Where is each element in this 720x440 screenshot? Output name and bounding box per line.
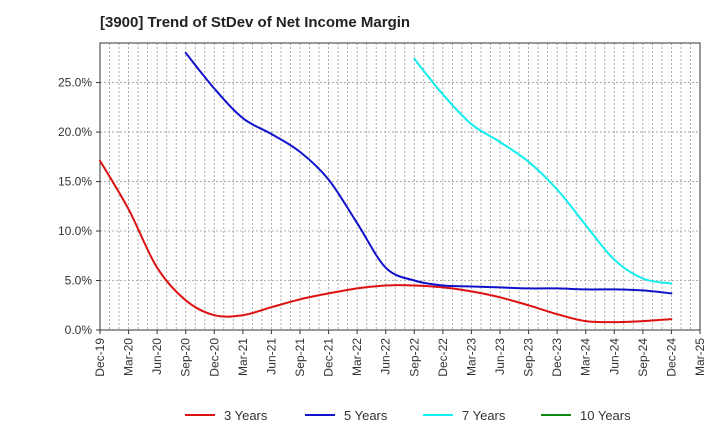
series-group [99,51,673,324]
x-tick-label: Jun-20 [150,338,164,375]
x-tick-label: Mar-24 [579,338,593,376]
series-line-5-years [184,51,673,295]
y-tick-label: 25.0% [58,76,92,90]
x-axis: Dec-19 Mar-20 Jun-20 Sep-20 Dec-20 Mar-21 Jun-… [93,330,707,377]
plot-area [99,42,701,331]
legend-label-5-years: 5 Years [344,408,388,423]
x-tick-label: Mar-22 [350,338,364,376]
x-tick-label: Jun-22 [379,338,393,375]
y-tick-label: 20.0% [58,125,92,139]
y-tick-label: 0.0% [65,323,93,337]
y-axis: 0.0% 5.0% 10.0% 15.0% 20.0% 25.0% [58,76,100,337]
x-tick-label: Jun-23 [493,338,507,375]
x-tick-label: Dec-22 [436,338,450,377]
legend-label-10-years: 10 Years [580,408,631,423]
x-tick-label: Dec-19 [93,338,107,377]
y-tick-label: 15.0% [58,175,92,189]
x-tick-label: Mar-21 [236,338,250,376]
x-tick-label: Jun-24 [607,338,621,375]
x-tick-label: Dec-23 [550,338,564,377]
legend: 3 Years 5 Years 7 Years 10 Years [185,408,631,423]
x-tick-label: Mar-23 [464,338,478,376]
y-tick-label: 10.0% [58,224,92,238]
x-tick-label: Mar-25 [693,338,707,376]
x-tick-label: Sep-24 [636,338,650,377]
series-line-3-years [99,159,673,324]
x-tick-label: Dec-20 [207,338,221,377]
legend-label-7-years: 7 Years [462,408,506,423]
x-tick-label: Jun-21 [264,338,278,375]
chart-title: [3900] Trend of StDev of Net Income Marg… [100,14,411,31]
x-tick-label: Sep-21 [293,338,307,377]
x-tick-label: Sep-23 [522,338,536,377]
x-tick-label: Dec-21 [322,338,336,377]
y-tick-label: 5.0% [65,274,93,288]
x-tick-label: Dec-24 [664,338,678,377]
x-tick-label: Sep-20 [179,338,193,377]
legend-label-3-years: 3 Years [224,408,268,423]
x-tick-label: Sep-22 [407,338,421,377]
grid [100,43,700,330]
series-line-7-years [413,57,673,285]
x-tick-label: Mar-20 [122,338,136,376]
